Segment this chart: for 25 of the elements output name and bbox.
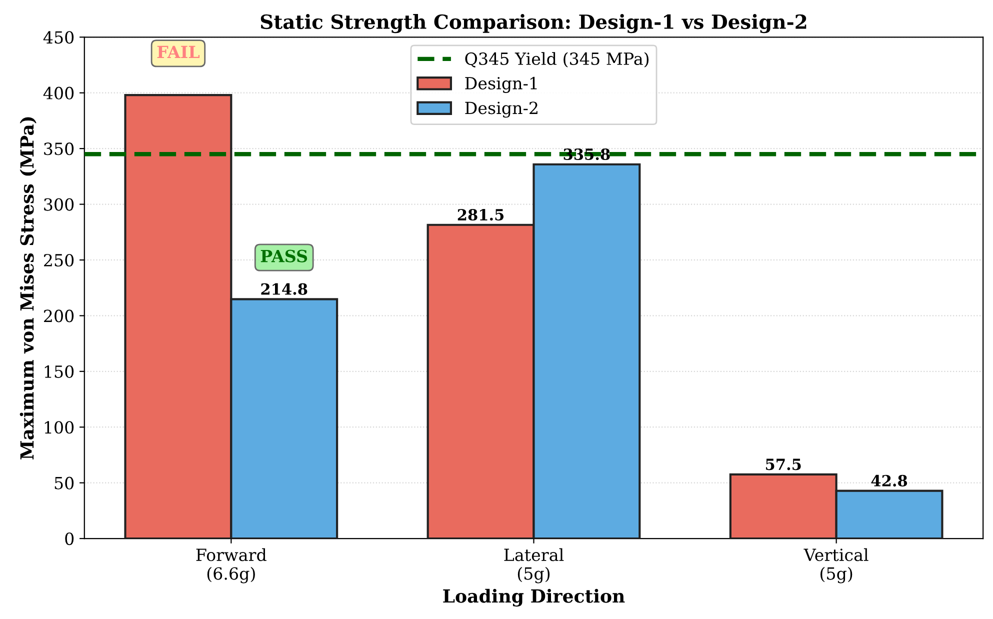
- y-tick-label: 100: [44, 421, 74, 434]
- legend-label: Design-1: [465, 76, 537, 93]
- data-label: 214.8: [261, 283, 308, 295]
- y-tick-label: 300: [44, 198, 74, 211]
- y-axis-title: Maximum von Mises Stress (MPa): [20, 117, 36, 460]
- x-axis-title: Loading Direction: [443, 588, 625, 607]
- y-tick-label: 250: [44, 254, 74, 267]
- y-tick-label: 400: [43, 86, 74, 100]
- x-tick-label: Vertical (5g): [804, 548, 868, 584]
- annotation: PASS: [260, 250, 308, 262]
- x-tick-label: Lateral (5g): [504, 548, 564, 584]
- y-tick-label: 350: [44, 142, 74, 156]
- legend-label: Design-2: [465, 102, 538, 118]
- data-label: 281.5: [458, 208, 504, 221]
- annotation: FAIL: [157, 46, 200, 58]
- y-tick-label: 0: [65, 532, 74, 546]
- y-tick-label: 50: [54, 476, 74, 490]
- y-tick-label: 450: [43, 31, 74, 44]
- data-label: 42.8: [871, 474, 908, 486]
- data-label: 57.5: [766, 458, 801, 470]
- chart-title: Static Strength Comparison: Design-1 vs Design-2: [260, 14, 806, 34]
- y-tick-label: 150: [44, 365, 74, 378]
- legend-label: Q345 Yield (345 MPa): [465, 52, 649, 68]
- y-tick-label: 200: [44, 310, 74, 322]
- x-tick-label: Forward (6.6g): [196, 548, 266, 584]
